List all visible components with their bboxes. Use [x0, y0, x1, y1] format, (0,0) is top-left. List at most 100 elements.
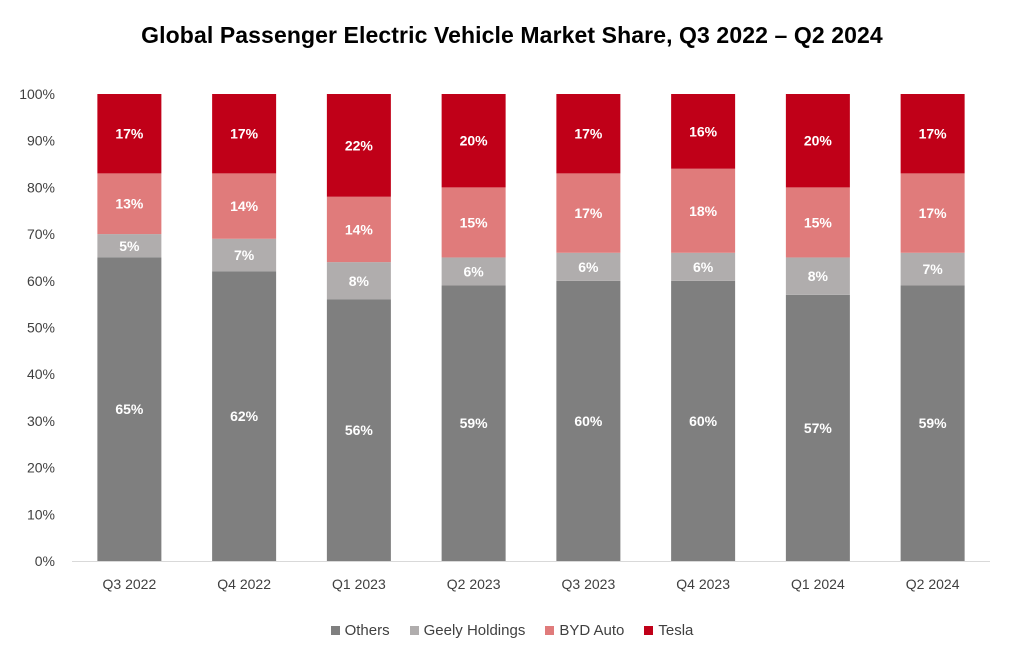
- data-label: 60%: [689, 413, 718, 429]
- legend-label: Tesla: [658, 622, 694, 639]
- bar-segment: [785, 257, 850, 295]
- data-label: 15%: [460, 214, 489, 230]
- bar-segment: [900, 285, 965, 561]
- x-tick-label: Q4 2022: [217, 576, 271, 592]
- bar-segment: [671, 252, 736, 281]
- y-tick-label: 50%: [27, 320, 55, 336]
- data-label: 15%: [804, 214, 833, 230]
- data-label: 7%: [923, 261, 944, 277]
- data-label: 17%: [919, 126, 948, 142]
- data-label: 8%: [349, 273, 370, 289]
- y-tick-label: 60%: [27, 273, 55, 289]
- data-label: 16%: [689, 123, 718, 139]
- y-tick-label: 70%: [27, 226, 55, 242]
- x-tick-label: Q2 2024: [906, 576, 960, 592]
- bar-segment: [785, 294, 850, 561]
- x-tick-label: Q1 2023: [332, 576, 386, 592]
- legend-label: Others: [344, 622, 390, 639]
- bar-segment: [556, 252, 621, 281]
- bar-segment: [326, 299, 391, 561]
- bar-segment: [326, 196, 391, 263]
- bar-segment: [212, 238, 277, 272]
- legend-swatch: [644, 626, 654, 635]
- legend-label: Geely Holdings: [423, 622, 526, 639]
- data-label: 7%: [234, 247, 255, 263]
- y-tick-label: 20%: [27, 460, 55, 476]
- data-label: 6%: [578, 259, 599, 275]
- data-label: 22%: [345, 137, 374, 153]
- bar-segment: [785, 187, 850, 258]
- bar-segment: [441, 187, 506, 258]
- bar-segment: [441, 94, 506, 188]
- y-tick-label: 40%: [27, 366, 55, 382]
- stacked-bar-chart: 0% 10% 20% 30% 40% 50% 60% 70% 80% 90% 100% 65% 5% 1…: [19, 86, 990, 592]
- bar-segment: [97, 94, 162, 174]
- x-tick-label: Q1 2024: [791, 576, 845, 592]
- bar-segment: [671, 168, 736, 253]
- data-label: 20%: [804, 133, 833, 149]
- legend-item: Geely Holdings: [409, 622, 526, 639]
- legend-swatch: [409, 626, 419, 635]
- data-label: 17%: [919, 205, 948, 221]
- data-label: 5%: [119, 238, 140, 254]
- data-label: 17%: [574, 205, 603, 221]
- bar-segment: [900, 94, 965, 174]
- bar-segment: [97, 173, 162, 235]
- legend-label: BYD Auto: [559, 622, 625, 639]
- data-label: 14%: [230, 198, 259, 214]
- bar-segment: [326, 262, 391, 300]
- chart-title: Global Passenger Electric Vehicle Market…: [141, 22, 883, 48]
- y-tick-label: 0%: [35, 553, 55, 569]
- y-tick-label: 10%: [27, 506, 55, 522]
- data-label: 60%: [574, 413, 603, 429]
- data-label: 65%: [115, 401, 144, 417]
- bar-segment: [97, 234, 162, 258]
- data-label: 6%: [464, 263, 485, 279]
- bar-segment: [212, 173, 277, 239]
- bar-segment: [556, 173, 621, 253]
- bar-segment: [326, 94, 391, 197]
- bar-segment: [785, 94, 850, 188]
- x-axis: Q3 2022 Q4 2022 Q1 2023 Q2 2023 Q3 2023 Q4 20…: [72, 561, 990, 592]
- data-label: 17%: [115, 126, 144, 142]
- bar-segment: [97, 257, 162, 561]
- x-tick-label: Q2 2023: [447, 576, 501, 592]
- bar-segment: [671, 94, 736, 169]
- data-label: 17%: [574, 126, 603, 142]
- legend-item: Others: [330, 622, 390, 639]
- legend-item: Tesla: [644, 622, 693, 639]
- data-label: 56%: [345, 422, 374, 438]
- legend: Others Geely Holdings BYD Auto Tesla: [0, 622, 1024, 639]
- bar-segment: [212, 94, 277, 174]
- bar-segment: [212, 271, 277, 561]
- bar-segment: [441, 257, 506, 286]
- bar-segment: [900, 252, 965, 286]
- y-tick-label: 80%: [27, 179, 55, 195]
- data-label: 18%: [689, 203, 718, 219]
- y-tick-label: 90%: [27, 133, 55, 149]
- bar-segment: [556, 280, 621, 561]
- y-tick-label: 100%: [19, 86, 55, 102]
- data-label: 59%: [919, 415, 948, 431]
- bar-segment: [900, 173, 965, 253]
- data-label: 20%: [460, 133, 489, 149]
- legend-swatch: [330, 626, 340, 635]
- bar-segment: [441, 285, 506, 561]
- data-label: 13%: [115, 196, 144, 212]
- y-axis: 0% 10% 20% 30% 40% 50% 60% 70% 80% 90% 100%: [19, 86, 55, 569]
- data-label: 8%: [808, 268, 829, 284]
- data-label: 57%: [804, 420, 833, 436]
- legend-item: BYD Auto: [545, 622, 624, 639]
- data-label: 6%: [693, 259, 714, 275]
- x-tick-label: Q3 2023: [562, 576, 616, 592]
- bar-segment: [556, 94, 621, 174]
- bar-group: 65% 5% 13% 17% 62% 7% 14% 17% 56% 8% 14% 22% 59% 6% 15…: [97, 94, 965, 561]
- legend-swatch: [545, 626, 555, 635]
- data-label: 17%: [230, 126, 259, 142]
- x-tick-label: Q3 2022: [103, 576, 157, 592]
- data-label: 14%: [345, 221, 374, 237]
- y-tick-label: 30%: [27, 413, 55, 429]
- data-label: 59%: [460, 415, 489, 431]
- x-tick-label: Q4 2023: [676, 576, 730, 592]
- data-label: 62%: [230, 408, 259, 424]
